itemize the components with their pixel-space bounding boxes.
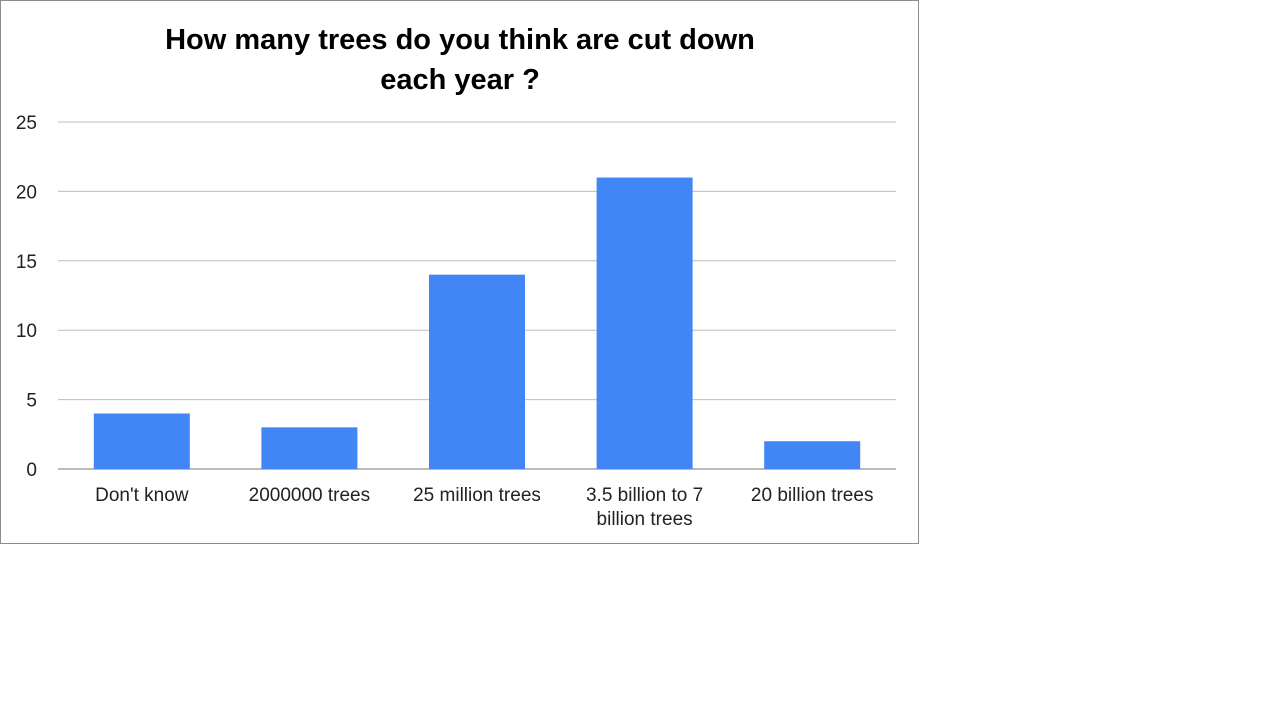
chart-title: How many trees do you think are cut down…	[165, 24, 755, 96]
bar	[764, 441, 861, 469]
y-tick-label: 15	[16, 252, 37, 273]
bars	[93, 177, 861, 469]
x-category-label: 25 million trees	[413, 485, 541, 506]
x-category-label: billion trees	[597, 509, 693, 530]
bar	[93, 413, 190, 469]
y-tick-label: 25	[16, 113, 37, 134]
x-category-label: 20 billion trees	[751, 485, 874, 506]
x-axis-categories: Don't know 2000000 trees 25 million trees 3…	[95, 485, 873, 530]
x-category-label: Don't know	[95, 485, 189, 506]
chart-title-line-1: How many trees do you think are cut down	[165, 24, 755, 56]
y-tick-label: 0	[26, 460, 37, 481]
chart-title-line-2: each year ?	[380, 64, 540, 96]
bar-chart: How many trees do you think are cut down…	[16, 24, 896, 530]
bar	[596, 177, 693, 469]
y-axis-ticks: 0 5 10 15 20 25	[16, 113, 37, 481]
y-tick-label: 5	[26, 391, 37, 412]
x-category-label: 3.5 billion to 7	[586, 485, 703, 506]
y-tick-label: 10	[16, 321, 37, 342]
bar	[261, 427, 358, 469]
chart-frame: How many trees do you think are cut down…	[0, 0, 919, 544]
y-tick-label: 20	[16, 182, 37, 203]
bar	[429, 274, 525, 469]
x-category-label: 2000000 trees	[249, 485, 371, 506]
